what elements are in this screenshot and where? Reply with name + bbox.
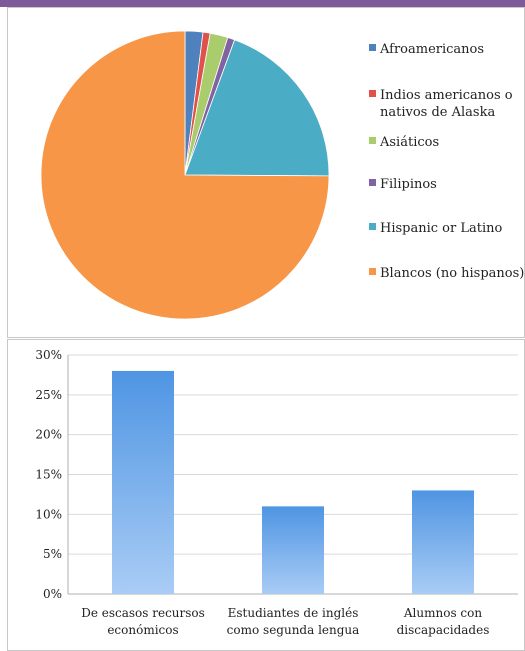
legend-swatch-indios-americanos-o-nativos-de-alaska [369,90,376,97]
legend-label-blancos-no-hispanos: Blancos (no hispanos) [380,266,524,281]
legend-swatch-blancos-no-hispanos [369,268,376,275]
legend-label-hispanic-or-latino: Hispanic or Latino [380,221,502,236]
bar-chart-panel: 0% 5% 10% 15% 20% 25% 30% De escasos recursos ec… [7,339,525,651]
x-category-label-estudiantes-de-ingles-como-segunda-lengua-line-2: como segunda lengua [227,623,360,637]
x-category-label-de-escasos-recursos-economicos-line-1: De escasos recursos [81,606,205,620]
x-category-label-estudiantes-de-ingles-como-segunda-lengua-line-1: Estudiantes de inglés [228,606,359,620]
y-tick-label-0: 0% [43,587,62,601]
x-category-label-de-escasos-recursos-economicos-line-2: económicos [107,623,178,637]
bar-de-escasos-recursos-economicos [112,370,174,594]
pie-chart: Afroamericanos Indios americanos o nativos… [40,30,524,320]
legend-swatch-hispanic-or-latino [369,223,376,230]
legend-swatch-asiaticos [369,137,376,144]
y-tick-label-10: 10% [35,507,62,521]
legend-label-afroamericanos: Afroamericanos [379,42,484,57]
legend-label-indios-americanos-o-nativos-de-alaska-line-1: Indios americanos o [380,88,513,103]
legend-swatch-filipinos [369,179,376,186]
bar-estudiantes-de-ingles-como-segunda-lengua [262,506,324,594]
pie-slice-blancos-no-hispanos [40,30,330,320]
y-tick-label-5: 5% [43,547,62,561]
y-tick-label-30: 30% [35,348,62,362]
y-tick-label-25: 25% [35,388,62,402]
legend-swatch-afroamericanos [369,44,376,51]
header-bar [0,0,525,7]
legend-label-indios-americanos-o-nativos-de-alaska-line-2: nativos de Alaska [380,105,495,120]
pie-slice-hispanic-or-latino [184,39,330,177]
pie-chart-panel: Afroamericanos Indios americanos o nativos… [7,7,525,338]
y-tick-label-15: 15% [35,468,62,482]
y-tick-label-20: 20% [35,428,62,442]
bar-alumnos-con-discapacidades [412,490,474,594]
bar-chart: 0% 5% 10% 15% 20% 25% 30% De escasos recursos ec… [35,348,518,637]
legend-label-filipinos: Filipinos [380,177,437,192]
x-category-label-alumnos-con-discapacidades-line-1: Alumnos con [403,606,482,620]
legend-label-asiaticos: Asiáticos [379,135,439,150]
x-category-label-alumnos-con-discapacidades-line-2: discapacidades [397,623,490,637]
